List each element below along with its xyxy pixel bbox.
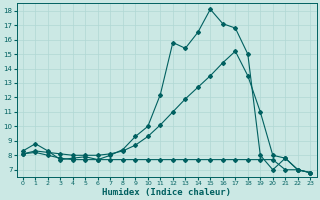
X-axis label: Humidex (Indice chaleur): Humidex (Indice chaleur) <box>102 188 231 197</box>
